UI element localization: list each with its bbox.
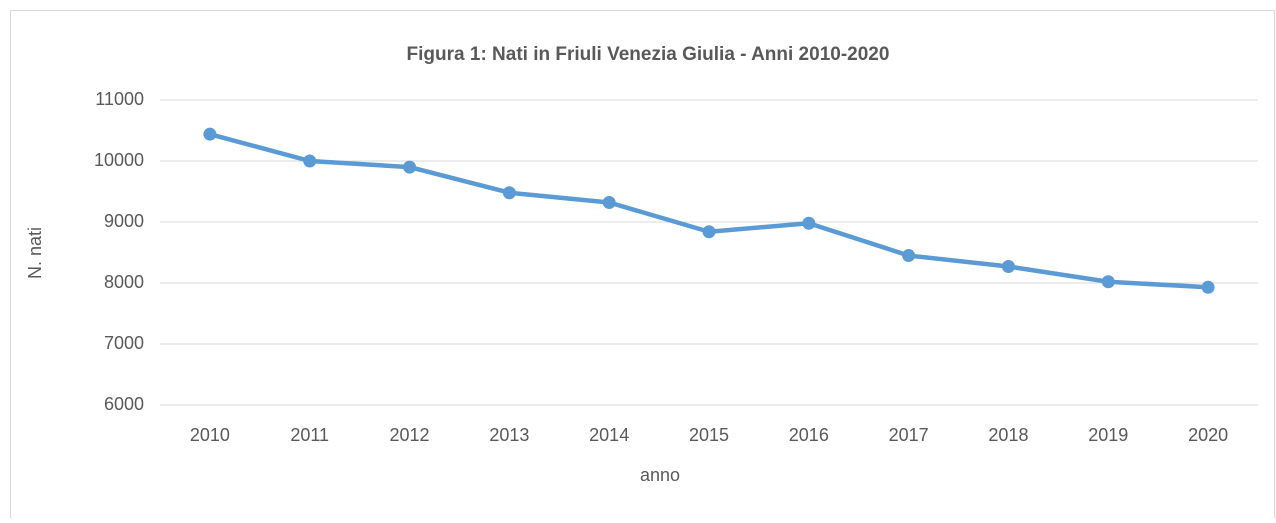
x-tick-label: 2011 xyxy=(290,425,329,445)
x-tick-label: 2019 xyxy=(1088,425,1128,445)
chart-border xyxy=(10,10,1275,523)
x-tick-label: 2012 xyxy=(390,425,430,445)
x-tick-label: 2014 xyxy=(589,425,629,445)
chart-title: Figura 1: Nati in Friuli Venezia Giulia … xyxy=(407,44,890,65)
data-point xyxy=(802,216,816,230)
data-point xyxy=(602,195,616,209)
x-tick-label: 2017 xyxy=(889,425,929,445)
x-tick-label: 2016 xyxy=(789,425,829,445)
x-tick-label: 2013 xyxy=(489,425,529,445)
x-axis-title: anno xyxy=(640,465,680,485)
y-tick-label: 8000 xyxy=(104,272,144,292)
data-point xyxy=(502,186,516,200)
x-tick-label: 2018 xyxy=(988,425,1028,445)
x-tick-label: 2010 xyxy=(190,425,230,445)
data-point xyxy=(902,249,916,263)
data-point xyxy=(1201,280,1215,294)
y-tick-label: 7000 xyxy=(104,333,144,353)
data-point xyxy=(303,154,317,168)
y-tick-label: 11000 xyxy=(95,89,144,109)
y-tick-label: 6000 xyxy=(104,394,144,414)
y-axis-title: N. nati xyxy=(25,227,45,279)
data-point xyxy=(1001,260,1015,274)
data-point xyxy=(702,225,716,239)
data-point xyxy=(403,160,417,174)
x-tick-label: 2015 xyxy=(689,425,729,445)
data-point xyxy=(203,127,217,141)
x-tick-label: 2020 xyxy=(1188,425,1228,445)
data-point xyxy=(1101,275,1115,289)
y-tick-label: 9000 xyxy=(104,211,144,231)
y-tick-label: 10000 xyxy=(94,150,144,170)
